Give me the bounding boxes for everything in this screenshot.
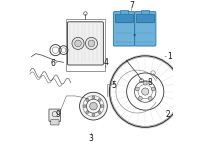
Text: 8: 8 [147, 78, 152, 87]
Circle shape [148, 96, 152, 100]
Text: 4: 4 [103, 58, 108, 67]
Circle shape [75, 40, 81, 47]
Circle shape [86, 111, 89, 114]
Circle shape [151, 87, 155, 91]
Bar [66, 19, 105, 71]
Bar [136, 14, 154, 22]
Circle shape [98, 98, 101, 101]
FancyBboxPatch shape [113, 12, 135, 46]
Text: 3: 3 [89, 134, 94, 143]
FancyBboxPatch shape [49, 109, 61, 121]
Text: 6: 6 [50, 59, 55, 68]
Circle shape [138, 96, 142, 100]
Circle shape [135, 87, 139, 91]
Text: 7: 7 [129, 1, 134, 10]
Circle shape [90, 102, 97, 110]
Circle shape [92, 113, 95, 116]
FancyBboxPatch shape [67, 22, 103, 65]
Circle shape [85, 37, 97, 49]
Circle shape [80, 92, 107, 120]
Circle shape [143, 81, 147, 85]
FancyBboxPatch shape [135, 12, 156, 46]
FancyBboxPatch shape [51, 120, 59, 125]
Circle shape [101, 105, 104, 108]
Text: 5: 5 [111, 81, 116, 90]
Text: 1: 1 [167, 52, 172, 61]
Circle shape [72, 37, 84, 49]
Circle shape [92, 96, 95, 99]
Circle shape [98, 111, 101, 114]
Bar [141, 10, 149, 14]
Bar [115, 14, 133, 22]
Text: 2: 2 [165, 110, 170, 119]
Circle shape [142, 88, 149, 95]
Bar [120, 10, 128, 14]
Circle shape [83, 105, 86, 108]
Circle shape [88, 40, 95, 47]
Text: 9: 9 [55, 110, 60, 119]
Circle shape [86, 98, 89, 101]
